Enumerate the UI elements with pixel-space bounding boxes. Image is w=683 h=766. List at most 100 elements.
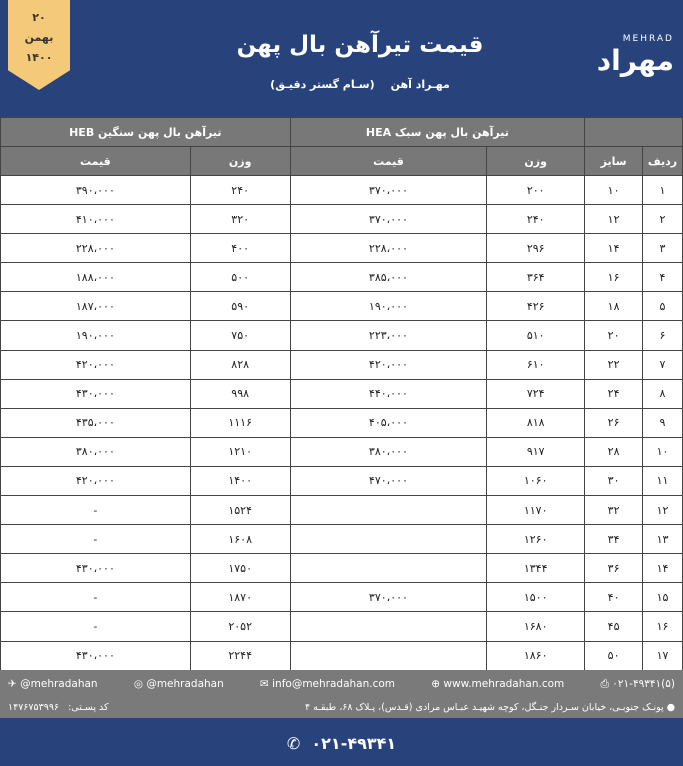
cell-hea-weight: ۵۱۰	[486, 320, 586, 351]
cell-hea-price: ۲۲۸،۰۰۰	[289, 233, 488, 264]
cell-size: ۲۸	[584, 436, 644, 467]
cell-hea-price: ۴۲۰،۰۰۰	[289, 349, 488, 380]
table-row: ۱۲ ۳۲ ۱۱۷۰ ۱۵۲۴-	[0, 495, 683, 526]
cell-heb-weight: ۱۵۲۴	[189, 495, 291, 526]
cell-hea-weight: ۷۲۴	[486, 378, 586, 409]
cell-hea-weight: ۱۳۴۴	[486, 553, 586, 584]
cell-row-number: ۷	[642, 349, 683, 380]
cell-hea-weight: ۲۰۰	[486, 174, 586, 206]
date-month: بهمن	[24, 31, 54, 44]
cell-hea-price	[289, 524, 488, 555]
subtitle-company: (سـام گستر دقیـق)	[270, 78, 375, 91]
address-text: پونـک جنوبـی، خیابان سـردار جنـگل، کوچه …	[304, 702, 664, 713]
cell-row-number: ۱۱	[642, 465, 683, 497]
fax: ⎙ ۰۲۱-۴۹۳۴۱(۵)	[600, 678, 675, 690]
col-size: سایز	[584, 146, 644, 176]
cell-hea-weight: ۹۱۷	[486, 436, 586, 467]
col-heb-price: قیمت	[0, 146, 191, 176]
cell-heb-weight: ۹۹۸	[189, 378, 291, 409]
cell-size: ۵۰	[584, 640, 644, 671]
table-row: ۱۱ ۳۰ ۱۰۶۰ ۴۷۰،۰۰۰ ۱۴۰۰ ۴۲۰،۰۰۰	[0, 465, 683, 497]
email-link[interactable]: ✉ info@mehradahan.com	[259, 678, 396, 690]
table-row: ۱۵ ۴۰ ۱۵۰۰ ۳۷۰،۰۰۰ ۱۸۷۰-	[0, 582, 683, 613]
phone-icon: ✆	[286, 734, 301, 753]
cell-hea-weight: ۳۶۴	[486, 262, 586, 293]
date-year: ۱۴۰۰	[25, 51, 53, 64]
cell-heb-weight: ۲۴۰	[189, 174, 291, 206]
col-hea-weight: وزن	[486, 146, 586, 176]
cell-hea-price: ۲۲۳،۰۰۰	[289, 320, 488, 351]
cell-hea-weight: ۲۹۶	[486, 233, 586, 264]
group-header-index	[584, 117, 683, 147]
cell-heb-price: ۴۳۵،۰۰۰	[0, 407, 191, 438]
cell-hea-price: ۳۷۰،۰۰۰	[289, 174, 488, 206]
cell-heb-weight: ۵۹۰	[189, 291, 291, 322]
logo-text-en: MEHRAD	[622, 34, 674, 44]
cell-size: ۳۴	[584, 524, 644, 555]
table-row: ۱ ۱۰ ۲۰۰ ۳۷۰،۰۰۰ ۲۴۰ ۳۹۰،۰۰۰	[0, 174, 683, 206]
instagram-handle: @mehradahan	[146, 678, 224, 690]
cell-row-number: ۹	[642, 407, 683, 438]
instagram-link[interactable]: ◎ @mehradahan	[133, 678, 224, 690]
cell-heb-weight: ۱۸۷۰	[189, 582, 291, 613]
table-row: ۷ ۲۲ ۶۱۰ ۴۲۰،۰۰۰ ۸۲۸ ۴۲۰،۰۰۰	[0, 349, 683, 380]
cell-hea-price: ۳۷۰،۰۰۰	[289, 204, 488, 235]
logo: MEHRAD مهراد	[556, 32, 674, 87]
cell-heb-price: ۴۲۰،۰۰۰	[0, 465, 191, 497]
cell-hea-price: ۳۸۰،۰۰۰	[289, 436, 488, 467]
price-table: تیرآهن بال پهن سبک HEA تیرآهن بال پهن سن…	[0, 117, 683, 671]
cell-hea-weight: ۴۲۶	[486, 291, 586, 322]
table-row: ۵ ۱۸ ۴۲۶ ۱۹۰،۰۰۰ ۵۹۰ ۱۸۷،۰۰۰	[0, 291, 683, 322]
fax-number: ۰۲۱-۴۹۳۴۱(۵)	[612, 678, 675, 690]
cell-heb-price: ۴۲۰،۰۰۰	[0, 349, 191, 380]
cell-hea-weight: ۱۰۶۰	[486, 465, 586, 497]
cell-size: ۳۰	[584, 465, 644, 497]
cell-hea-weight: ۶۱۰	[486, 349, 586, 380]
website-url: www.mehradahan.com	[443, 678, 565, 690]
table-row: ۱۷ ۵۰ ۱۸۶۰ ۲۲۴۴ ۴۳۰،۰۰۰	[0, 640, 683, 671]
contact-footer: ✈ @mehradahan ◎ @mehradahan ✉ info@mehra…	[0, 670, 683, 718]
table-row: ۱۶ ۴۵ ۱۶۸۰ ۲۰۵۲-	[0, 611, 683, 642]
table-row: ۸ ۲۴ ۷۲۴ ۴۴۰،۰۰۰ ۹۹۸ ۴۳۰،۰۰۰	[0, 378, 683, 409]
cell-row-number: ۱	[642, 174, 683, 206]
table-row: ۲ ۱۲ ۲۴۰ ۳۷۰،۰۰۰ ۳۲۰ ۴۱۰،۰۰۰	[0, 204, 683, 235]
cell-row-number: ۶	[642, 320, 683, 351]
cell-heb-price: -	[0, 582, 191, 613]
cell-size: ۱۶	[584, 262, 644, 293]
cell-hea-weight: ۲۴۰	[486, 204, 586, 235]
cell-hea-price: ۴۴۰،۰۰۰	[289, 378, 488, 409]
cell-row-number: ۱۲	[642, 495, 683, 526]
address: ● پونـک جنوبـی، خیابان سـردار جنـگل، کوچ…	[305, 702, 675, 713]
cell-heb-price: -	[0, 524, 191, 555]
cell-row-number: ۵	[642, 291, 683, 322]
cell-heb-weight: ۷۵۰	[189, 320, 291, 351]
cell-heb-price: -	[0, 495, 191, 526]
cell-heb-price: ۴۳۰،۰۰۰	[0, 553, 191, 584]
cell-hea-weight: ۸۱۸	[486, 407, 586, 438]
cell-row-number: ۲	[642, 204, 683, 235]
cell-heb-price: ۴۱۰،۰۰۰	[0, 204, 191, 235]
date-ribbon: ۲۰ بهمن ۱۴۰۰	[8, 0, 70, 90]
cell-size: ۲۰	[584, 320, 644, 351]
cell-row-number: ۱۴	[642, 553, 683, 584]
cell-hea-price	[289, 611, 488, 642]
cell-row-number: ۳	[642, 233, 683, 264]
cell-size: ۱۲	[584, 204, 644, 235]
location-icon: ●	[666, 702, 675, 713]
group-header-hea: تیرآهن بال پهن سبک HEA	[289, 117, 586, 147]
cell-heb-weight: ۱۱۱۶	[189, 407, 291, 438]
cell-heb-price: -	[0, 611, 191, 642]
cell-heb-weight: ۸۲۸	[189, 349, 291, 380]
cell-heb-price: ۱۸۷،۰۰۰	[0, 291, 191, 322]
table-row: ۴ ۱۶ ۳۶۴ ۳۸۵،۰۰۰ ۵۰۰ ۱۸۸،۰۰۰	[0, 262, 683, 293]
cell-hea-price: ۳۸۵،۰۰۰	[289, 262, 488, 293]
col-heb-weight: وزن	[189, 146, 291, 176]
cell-size: ۲۶	[584, 407, 644, 438]
website-link[interactable]: ⊕ www.mehradahan.com	[431, 678, 565, 690]
telegram-link[interactable]: ✈ @mehradahan	[8, 678, 98, 690]
logo-text-fa: مهراد	[596, 44, 674, 77]
cell-size: ۴۰	[584, 582, 644, 613]
telegram-handle: @mehradahan	[20, 678, 98, 690]
cell-heb-price: ۲۲۸،۰۰۰	[0, 233, 191, 264]
phone-number[interactable]: ۰۲۱-۴۹۳۴۱	[311, 734, 397, 753]
